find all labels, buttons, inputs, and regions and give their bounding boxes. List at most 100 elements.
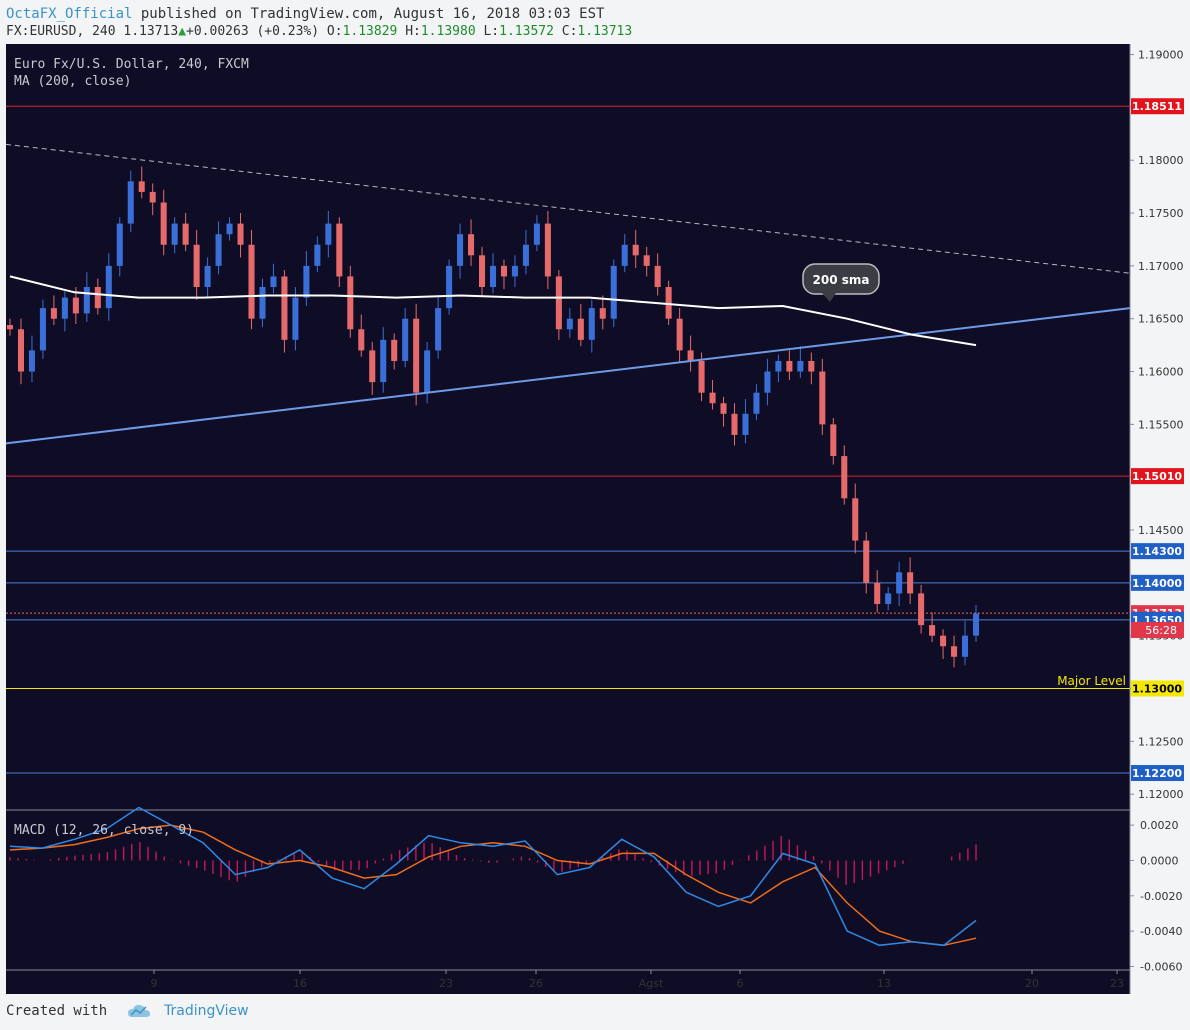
macd-tick-label: 0.0000 [1140, 854, 1179, 867]
candle-body [885, 593, 892, 604]
candle-body [522, 244, 529, 266]
candle-body [446, 265, 453, 309]
candle-body [753, 392, 760, 414]
price-tick-label: 1.16000 [1138, 366, 1184, 379]
price-axis-background [1130, 44, 1185, 994]
candle-body [874, 582, 881, 604]
low-value: 1.13572 [499, 24, 554, 39]
macd-tick-label: 0.0020 [1140, 819, 1179, 832]
candle-body [226, 223, 233, 235]
candle-body [237, 223, 244, 245]
level-price-label: 1.18511 [1132, 100, 1182, 113]
candle-body [731, 413, 738, 435]
candle-body [171, 223, 178, 245]
legend-macd: MACD (12, 26, close, 9) [14, 823, 194, 838]
level-price-label: 1.13000 [1132, 682, 1182, 695]
candle-body [742, 413, 749, 435]
candle-body [281, 276, 288, 340]
candle-body [830, 424, 837, 457]
candle-body [940, 635, 947, 647]
time-tick-label: 23 [1110, 977, 1124, 990]
candle-body [698, 360, 705, 393]
tradingview-brand-link[interactable]: TradingView [164, 1003, 249, 1019]
candle-body [193, 244, 200, 288]
candle-body [83, 287, 90, 314]
countdown-tag [1131, 622, 1184, 638]
macd-tick-label: -0.0040 [1140, 925, 1182, 938]
publish-text: published on TradingView.com, August 16,… [140, 6, 605, 22]
candle-body [544, 223, 551, 277]
candle-body [841, 456, 848, 499]
time-tick-label: 13 [877, 977, 891, 990]
created-with-text: Created with [6, 1003, 108, 1019]
sma-200-line [9, 275, 977, 347]
major-level-label: Major Level [1057, 674, 1126, 688]
candle-body [654, 265, 661, 288]
candle-body [588, 308, 595, 340]
candle-body [665, 287, 672, 319]
price-tick-label: 1.18000 [1138, 154, 1184, 167]
candle-body [380, 339, 387, 383]
candle-body [687, 350, 694, 361]
level-price-label: 1.12200 [1132, 767, 1182, 780]
tradingview-cloud-icon [127, 1004, 150, 1017]
open-label: O: [326, 24, 343, 39]
candle-body [709, 392, 716, 404]
candle-body [511, 265, 518, 277]
candle-body [259, 287, 266, 319]
level-price-label: 1.15010 [1132, 470, 1182, 483]
level-price-tag [1131, 680, 1184, 697]
sma-callout-bubble [802, 263, 880, 295]
candle-body [204, 265, 211, 288]
candle-body [50, 308, 57, 319]
candle-body [972, 613, 980, 636]
legend-title: Euro Fx/U.S. Dollar, 240, FXCM [14, 57, 249, 72]
candle-body [94, 287, 101, 309]
candle-body [182, 223, 189, 245]
price-tick-label: 1.12500 [1138, 735, 1184, 748]
footer: Created with TradingView [6, 1003, 249, 1019]
legend-ma: MA (200, close) [14, 74, 131, 89]
time-tick-label: 23 [439, 977, 453, 990]
candle-body [391, 339, 398, 361]
time-tick-label: 9 [151, 977, 158, 990]
candle-body [852, 498, 859, 541]
candle-body [39, 308, 46, 351]
candle-body [369, 350, 376, 383]
candle-body [533, 223, 540, 245]
candle-body [863, 540, 870, 583]
price-tick-label: 1.16500 [1138, 313, 1184, 326]
macd-tick-label: -0.0060 [1140, 960, 1182, 973]
candle-body [489, 265, 497, 288]
candle-body [555, 276, 562, 330]
close-value: 1.13713 [577, 24, 633, 39]
macd-line [9, 806, 977, 947]
candle-body [314, 244, 321, 266]
low-label: L: [483, 24, 500, 39]
candle-body [786, 360, 793, 372]
candle-body [918, 593, 925, 626]
candle-body [643, 255, 650, 266]
candle-body [17, 329, 24, 372]
candle-body [127, 181, 134, 224]
price-tick-label: 1.17500 [1138, 207, 1184, 220]
candle-body [808, 360, 815, 372]
candle-body [248, 244, 255, 319]
high-label: H: [405, 24, 421, 39]
open-value: 1.13829 [342, 24, 398, 39]
author-link[interactable]: OctaFX_Official [6, 6, 133, 22]
level-price-tag [1131, 574, 1184, 591]
candle-body [929, 625, 936, 636]
candle-body [424, 350, 431, 393]
candle-body [402, 318, 409, 361]
candle-body [632, 244, 639, 256]
candle-body [116, 223, 123, 266]
candle-body [72, 297, 79, 314]
candle-body [500, 265, 507, 277]
candle-body [566, 318, 573, 330]
candle-body [720, 403, 727, 414]
level-price-tag [1131, 543, 1184, 560]
up-arrow-icon: ▲ [178, 24, 187, 39]
candle-body [797, 360, 804, 372]
